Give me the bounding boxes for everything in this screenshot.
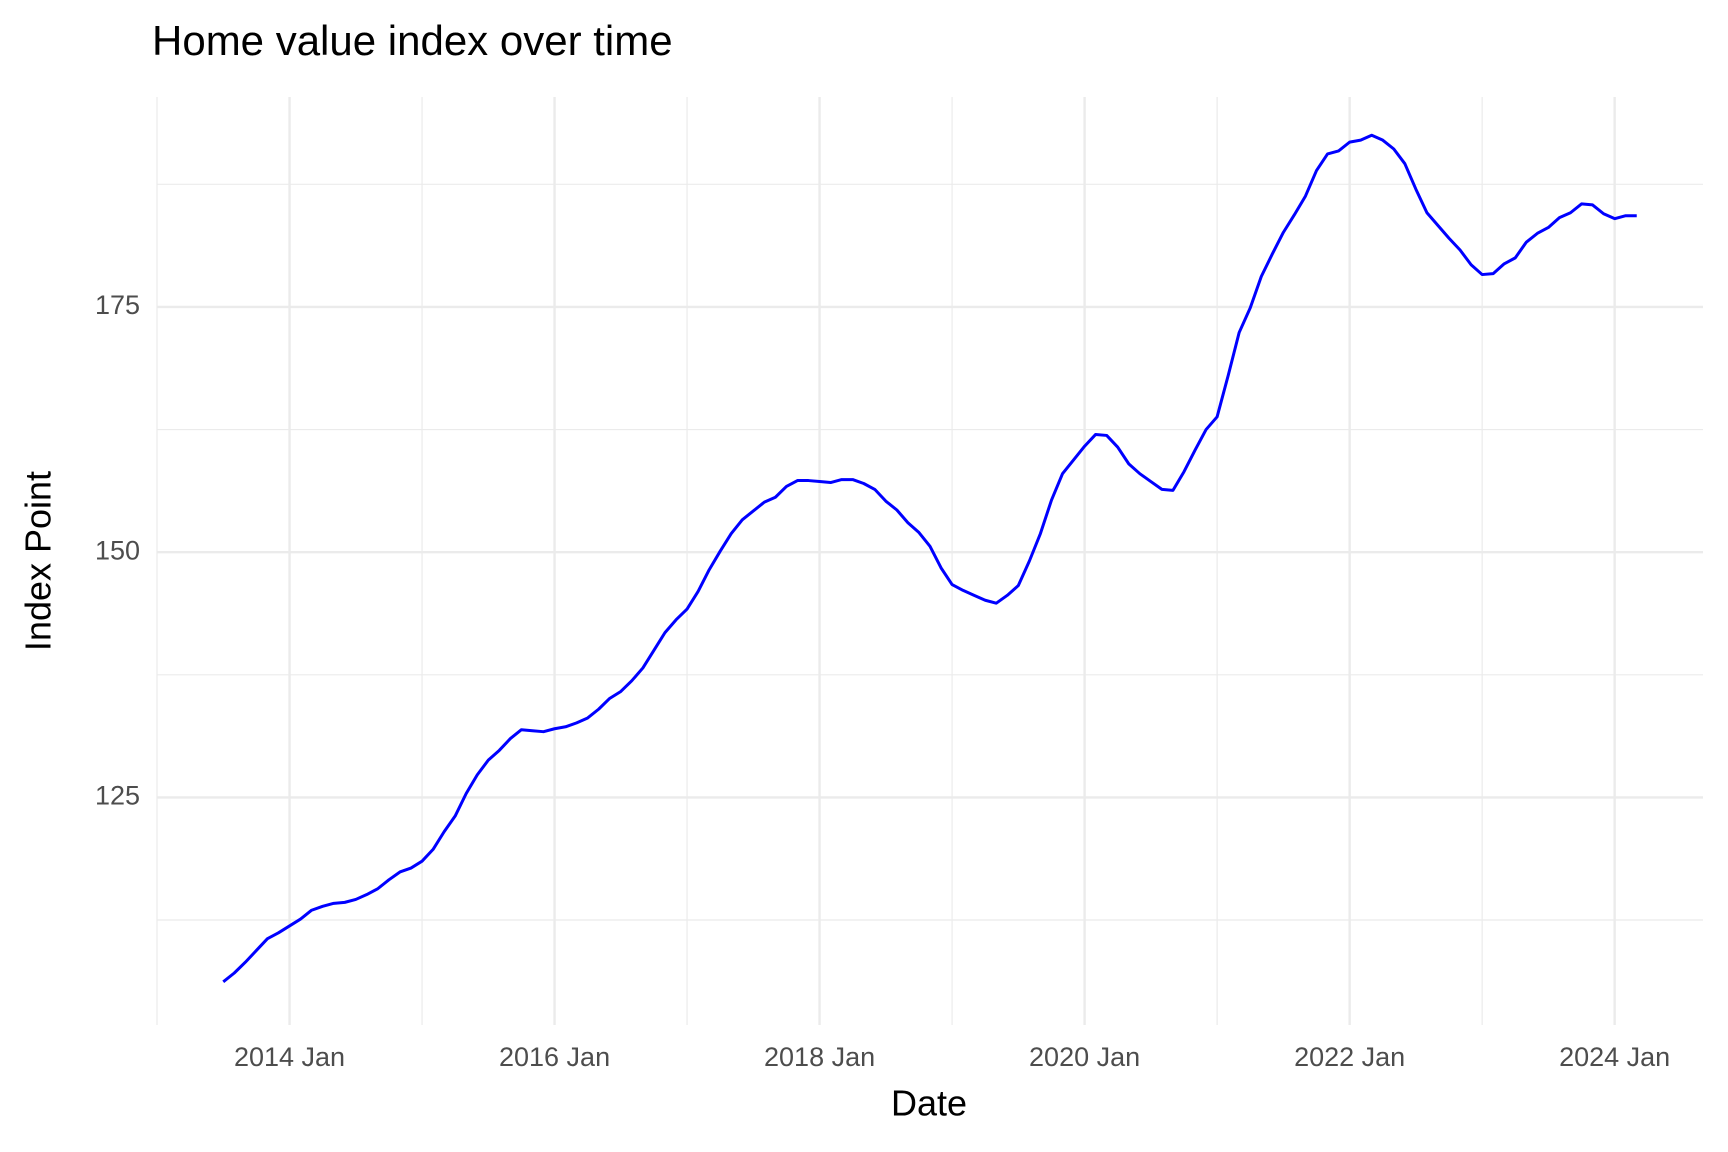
x-tick-label: 2014 Jan xyxy=(234,1042,345,1072)
y-tick-label: 125 xyxy=(95,781,140,811)
x-tick-label: 2018 Jan xyxy=(764,1042,875,1072)
x-tick-label: 2020 Jan xyxy=(1029,1042,1140,1072)
x-tick-label: 2022 Jan xyxy=(1294,1042,1405,1072)
x-tick-label: 2024 Jan xyxy=(1559,1042,1670,1072)
data-line xyxy=(222,133,1637,984)
y-axis-title: Index Point xyxy=(18,471,59,651)
chart-title: Home value index over time xyxy=(152,17,673,64)
x-tick-label: 2016 Jan xyxy=(499,1042,610,1072)
x-axis-title: Date xyxy=(891,1083,967,1124)
y-tick-label: 150 xyxy=(95,535,140,565)
y-tick-label: 175 xyxy=(95,290,140,320)
